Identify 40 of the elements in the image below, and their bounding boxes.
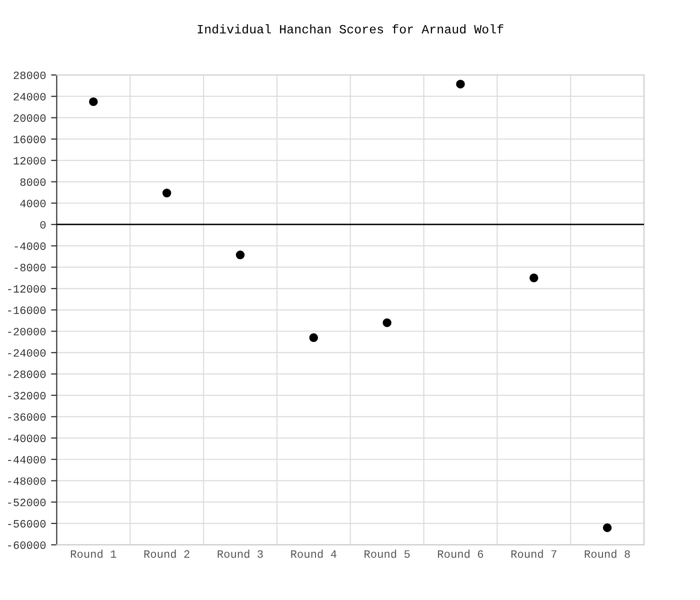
y-tick-label: -20000 [8, 328, 46, 336]
x-tick-label: Round 3 [218, 550, 263, 558]
y-tick-label: 20000 [14, 114, 46, 122]
point [530, 274, 538, 282]
point [162, 188, 172, 198]
point [382, 318, 392, 328]
point [236, 250, 245, 260]
y-tick-label: -4000 [14, 242, 46, 250]
x-tick-label: Round 5 [364, 550, 410, 558]
y-tick-label: -8000 [14, 264, 46, 272]
point [309, 333, 318, 342]
y-tick-label: -28000 [8, 370, 46, 378]
y-tick-label: 28000 [14, 72, 46, 80]
y-tick-label: -16000 [8, 306, 46, 314]
point [456, 80, 465, 88]
x-tick-label: Round 7 [511, 550, 556, 558]
y-tick-label: 8000 [20, 178, 46, 186]
y-tick-label: -24000 [8, 349, 46, 357]
y-tick-label: -40000 [8, 434, 46, 442]
y-tick-label: -44000 [8, 456, 46, 464]
y-tick-label: -36000 [8, 413, 46, 421]
y-tick-label: 24000 [14, 92, 46, 100]
point [602, 523, 612, 532]
x-tick-label: Round 2 [144, 550, 190, 558]
y-tick-label: -32000 [8, 392, 46, 400]
y-tick-label: -12000 [8, 285, 46, 293]
point [89, 97, 98, 106]
chart-title: Individual Hanchan Scores for Arnaud Wolf [198, 24, 504, 34]
y-tick-label: 12000 [14, 157, 46, 165]
x-tick-label: Round 4 [291, 550, 336, 558]
y-tick-label: 0 [40, 221, 46, 229]
y-tick-label: -56000 [8, 520, 46, 528]
x-tick-label: Round 8 [584, 550, 630, 558]
x-tick-label: Round 1 [70, 550, 116, 558]
y-tick-label: 16000 [14, 136, 46, 144]
y-tick-label: -60000 [8, 541, 46, 549]
y-tick-label: 4000 [20, 200, 46, 208]
x-tick-label: Round 6 [438, 550, 484, 558]
y-tick-label: -52000 [8, 498, 46, 506]
y-tick-label: -48000 [8, 477, 46, 485]
